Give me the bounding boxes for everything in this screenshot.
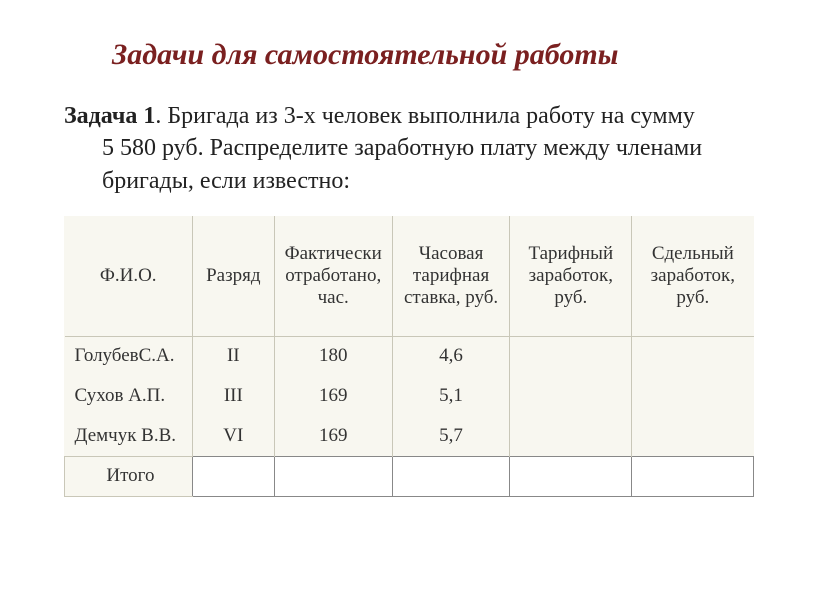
cell-name: ГолубевС.А.: [65, 336, 193, 376]
page-title: Задачи для самостоятельной работы: [112, 38, 619, 72]
table-row: Демчук В.В. VI 169 5,7: [65, 416, 754, 456]
cell-grade: II: [192, 336, 274, 376]
problem-line2: 5 580 руб. Распределите заработную плату…: [64, 132, 752, 164]
cell-grade: VI: [192, 416, 274, 456]
total-piece: [632, 456, 754, 496]
cell-rate: 4,6: [392, 336, 510, 376]
cell-hours: 180: [274, 336, 392, 376]
cell-rate: 5,1: [392, 376, 510, 416]
cell-piece: [632, 416, 754, 456]
cell-grade: III: [192, 376, 274, 416]
total-hours: [274, 456, 392, 496]
col-header-piece: Сдельный заработок, руб.: [632, 216, 754, 336]
total-rate: [392, 456, 510, 496]
total-label: Итого: [65, 456, 193, 496]
table-header-row: Ф.И.О. Разряд Фактически отработано, час…: [65, 216, 754, 336]
cell-name: Демчук В.В.: [65, 416, 193, 456]
col-header-tariff: Тарифный заработок, руб.: [510, 216, 632, 336]
table-total-row: Итого: [65, 456, 754, 496]
col-header-rate: Часовая тарифная ставка, руб.: [392, 216, 510, 336]
cell-tariff: [510, 416, 632, 456]
cell-piece: [632, 376, 754, 416]
cell-hours: 169: [274, 376, 392, 416]
data-table: Ф.И.О. Разряд Фактически отработано, час…: [64, 216, 754, 497]
col-header-hours: Фактически отработано, час.: [274, 216, 392, 336]
cell-name: Сухов А.П.: [65, 376, 193, 416]
total-tariff: [510, 456, 632, 496]
col-header-name: Ф.И.О.: [65, 216, 193, 336]
cell-hours: 169: [274, 416, 392, 456]
cell-rate: 5,7: [392, 416, 510, 456]
problem-line1: . Бригада из 3-х человек выполнила работ…: [155, 103, 694, 129]
cell-tariff: [510, 376, 632, 416]
table-row: ГолубевС.А. II 180 4,6: [65, 336, 754, 376]
table-row: Сухов А.П. III 169 5,1: [65, 376, 754, 416]
cell-piece: [632, 336, 754, 376]
problem-line3: бригады, если известно:: [64, 165, 752, 197]
problem-text: Задача 1. Бригада из 3-х человек выполни…: [64, 100, 752, 197]
col-header-grade: Разряд: [192, 216, 274, 336]
task-label: Задача 1: [64, 103, 155, 129]
total-grade: [192, 456, 274, 496]
cell-tariff: [510, 336, 632, 376]
